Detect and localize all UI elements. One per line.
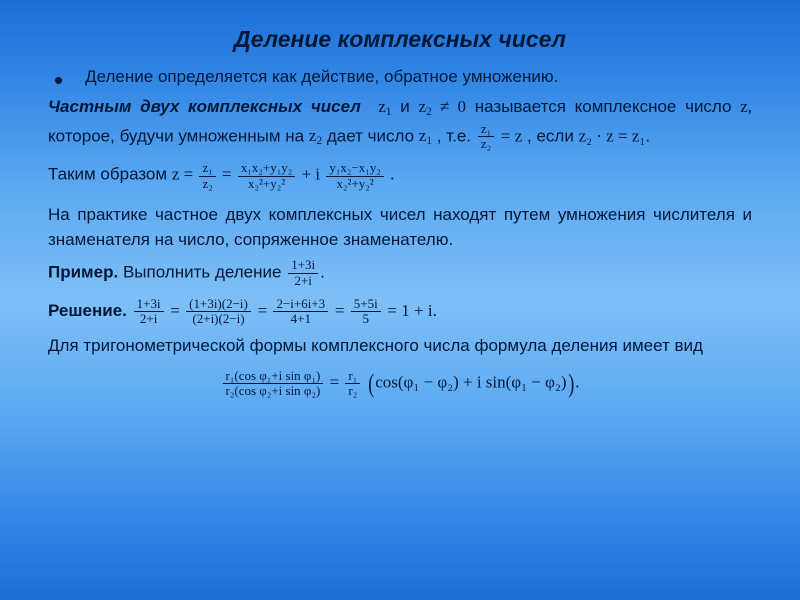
thus-lead: Таким образом: [48, 165, 172, 184]
solution-label: Решение.: [48, 301, 127, 320]
lparen-icon: (: [368, 372, 374, 395]
practice-paragraph: На практике частное двух комплексных чис…: [48, 203, 752, 252]
definition-paragraph: Частным двух комплексных чисел z1 и z2 ≠…: [48, 93, 752, 151]
var-z2: z2 ≠ 0: [418, 97, 466, 116]
example-line: Пример. Выполнить деление 1+3i 2+i .: [48, 258, 752, 288]
example-label: Пример.: [48, 263, 118, 282]
trig-intro: Для тригонометрической формы комплексног…: [48, 334, 752, 359]
example-frac: 1+3i 2+i: [288, 258, 318, 288]
trig-formula: r₁(cos φ₁+i sin φ₁) r₂(cos φ₂+i sin φ₂) …: [48, 369, 752, 399]
trig-lhs: r₁(cos φ₁+i sin φ₁) r₂(cos φ₂+i sin φ₂): [223, 369, 324, 399]
frac-z1-z2: z₁ z₂: [478, 122, 494, 152]
definition-lead: Частным двух комплексных чисел: [48, 97, 361, 116]
bullet-icon: •: [54, 73, 63, 87]
solution-line: Решение. 1+3i 2+i = (1+3i)(2−i) (2+i)(2−…: [48, 294, 752, 328]
var-z2b: z2: [309, 126, 322, 145]
var-z1: z1: [378, 97, 391, 116]
slide-title: Деление комплексных чисел: [48, 26, 752, 53]
var-z1b: z1: [419, 126, 432, 145]
var-z: z,: [740, 97, 752, 116]
rparen-icon: ): [568, 372, 574, 395]
thus-equation: Таким образом z = z₁ z₂ = x₁x₂+y₁y₂ x₂²+…: [48, 161, 752, 191]
intro-line: • Деление определяется как действие, обр…: [48, 67, 752, 87]
sol-result: = 1 + i.: [387, 301, 436, 320]
slide: Деление комплексных чисел • Деление опре…: [0, 0, 800, 600]
sol-f1: 1+3i 2+i: [134, 297, 164, 327]
frac-z1z2: z₁ z₂: [199, 161, 215, 191]
sol-f4: 5+5i 5: [351, 297, 381, 327]
trig-rfrac: r₁ r₂: [345, 369, 360, 399]
intro-text: Деление определяется как действие, обрат…: [85, 67, 752, 87]
sol-f2: (1+3i)(2−i) (2+i)(2−i): [186, 297, 251, 327]
frac-real-part: x₁x₂+y₁y₂ x₂²+y₂²: [238, 161, 295, 191]
frac-imag-part: y₁x₂−x₁y₂ x₂²+y₂²: [326, 161, 383, 191]
eq-z2z: z₂ · z = z₁: [579, 126, 646, 145]
sol-f3: 2−i+6i+3 4+1: [273, 297, 328, 327]
